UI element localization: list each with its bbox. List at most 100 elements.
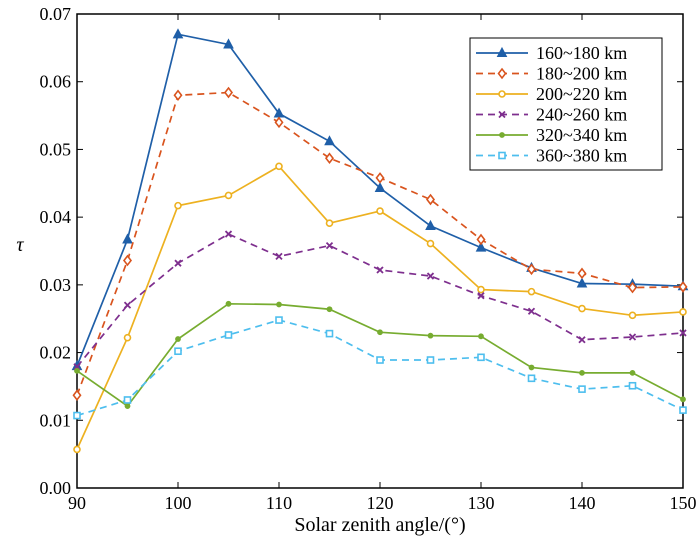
data-point bbox=[225, 300, 232, 307]
data-point bbox=[374, 181, 386, 193]
series-line bbox=[76, 302, 684, 408]
data-point bbox=[578, 336, 586, 344]
data-point bbox=[527, 307, 536, 315]
data-point bbox=[376, 266, 384, 274]
legend-entry: 240~260 km bbox=[476, 105, 627, 125]
data-point bbox=[577, 267, 587, 280]
data-point bbox=[325, 241, 334, 250]
data-point bbox=[427, 332, 434, 339]
axis-ticks: 90 100 110 120 130 140 150 0.00 0.01 0.02 0.03 0.04… bbox=[40, 4, 697, 513]
data-point bbox=[477, 292, 485, 300]
data-point bbox=[122, 233, 133, 244]
data-point bbox=[325, 219, 334, 228]
data-point bbox=[224, 331, 233, 339]
legend-box bbox=[469, 37, 663, 171]
legend-marker bbox=[496, 46, 508, 57]
y-tick-label: 0.01 bbox=[40, 410, 72, 430]
data-point bbox=[578, 385, 586, 393]
data-point bbox=[628, 311, 637, 320]
y-tick-label: 0.06 bbox=[40, 72, 72, 92]
data-point bbox=[376, 207, 384, 215]
x-tick-label: 140 bbox=[569, 493, 596, 513]
data-point bbox=[324, 152, 335, 165]
data-point bbox=[325, 329, 334, 338]
data-point bbox=[576, 277, 588, 288]
legend-entry: 320~340 km bbox=[476, 125, 627, 145]
data-point bbox=[173, 89, 183, 102]
data-point bbox=[174, 259, 182, 267]
legend-entry: 360~380 km bbox=[476, 146, 627, 166]
data-point bbox=[174, 201, 182, 210]
data-point bbox=[275, 316, 283, 324]
data-point bbox=[175, 336, 181, 342]
data-point bbox=[172, 28, 184, 39]
data-point bbox=[477, 353, 485, 362]
legend-label: 180~200 km bbox=[536, 64, 627, 84]
x-tick-label: 120 bbox=[367, 493, 394, 513]
legend-marker bbox=[497, 67, 507, 80]
series-240-260-km bbox=[73, 230, 687, 371]
data-point bbox=[74, 367, 80, 374]
data-point bbox=[72, 389, 82, 402]
data-point bbox=[680, 396, 686, 403]
data-point bbox=[426, 356, 435, 364]
legend-marker bbox=[498, 90, 506, 98]
y-tick-label: 0.04 bbox=[40, 207, 72, 227]
data-point bbox=[475, 241, 487, 252]
data-point bbox=[275, 162, 283, 171]
data-point bbox=[274, 116, 284, 129]
data-point bbox=[174, 347, 182, 356]
data-point bbox=[629, 369, 636, 376]
legend-label: 360~380 km bbox=[536, 146, 627, 166]
legend-label: 320~340 km bbox=[536, 125, 627, 145]
y-axis-title: τ bbox=[16, 234, 24, 256]
legend-marker bbox=[498, 110, 506, 119]
y-tick-label: 0.07 bbox=[40, 4, 72, 24]
legend-label: 200~220 km bbox=[536, 84, 627, 104]
legend-entry: 160~180 km bbox=[476, 43, 627, 63]
legend-label: 240~260 km bbox=[536, 105, 627, 125]
legend-label: 160~180 km bbox=[536, 43, 627, 63]
x-tick-label: 90 bbox=[68, 493, 86, 513]
data-point bbox=[123, 333, 132, 342]
data-point bbox=[73, 445, 81, 454]
data-point bbox=[477, 285, 485, 294]
y-tick-label: 0.00 bbox=[40, 478, 72, 498]
data-point bbox=[527, 287, 536, 296]
x-tick-label: 150 bbox=[670, 493, 697, 513]
data-point bbox=[426, 272, 435, 280]
series-360-380-km bbox=[73, 316, 687, 420]
x-tick-label: 110 bbox=[266, 493, 292, 513]
data-point bbox=[578, 304, 586, 313]
series-320-340-km bbox=[74, 300, 686, 409]
data-point bbox=[276, 301, 282, 308]
data-point bbox=[425, 219, 436, 230]
data-point bbox=[579, 369, 585, 376]
y-tick-label: 0.02 bbox=[40, 343, 72, 363]
legend-marker bbox=[499, 132, 505, 138]
data-point bbox=[425, 193, 436, 206]
data-point bbox=[223, 38, 234, 49]
data-point bbox=[224, 230, 233, 238]
data-point bbox=[478, 333, 484, 340]
y-tick-label: 0.03 bbox=[40, 275, 72, 295]
data-point bbox=[224, 191, 233, 200]
data-point bbox=[527, 374, 536, 383]
series-180-200-km bbox=[72, 86, 688, 402]
series-line bbox=[76, 233, 684, 368]
data-point bbox=[73, 411, 81, 420]
data-point bbox=[628, 381, 637, 390]
legend-entry: 180~200 km bbox=[476, 64, 627, 84]
data-point bbox=[326, 306, 333, 313]
data-point bbox=[223, 86, 234, 99]
x-tick-label: 100 bbox=[165, 493, 192, 513]
data-point bbox=[679, 406, 687, 414]
data-point bbox=[426, 239, 435, 248]
series-layer bbox=[71, 28, 689, 454]
data-point bbox=[124, 403, 131, 409]
x-axis-title: Solar zenith angle/(°) bbox=[294, 514, 465, 536]
data-point bbox=[476, 233, 486, 246]
legend-marker bbox=[498, 151, 506, 160]
